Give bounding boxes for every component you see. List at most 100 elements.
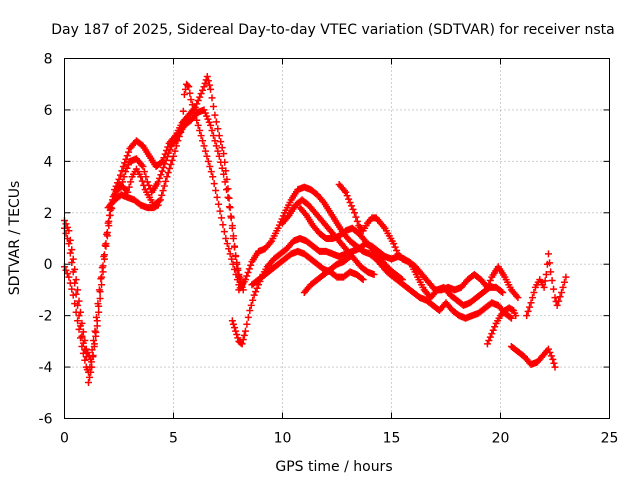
data-point-marker (221, 178, 229, 186)
data-point-marker (274, 224, 282, 232)
data-point-marker (97, 275, 105, 283)
data-point-marker (224, 193, 232, 201)
data-point-marker (222, 235, 230, 242)
series-arc-10 (300, 253, 354, 296)
data-point-marker (163, 153, 171, 161)
series-arc-11 (335, 181, 522, 302)
data-point-marker (346, 253, 354, 260)
data-point-marker (87, 358, 95, 366)
data-point-marker (205, 81, 213, 89)
x-tick-label: 0 (60, 431, 69, 447)
data-point-marker (86, 363, 94, 371)
data-point-marker (301, 210, 309, 218)
data-point-marker (499, 289, 507, 296)
data-point-marker (72, 276, 80, 284)
data-point-marker (95, 286, 103, 294)
data-point-marker (220, 150, 228, 158)
data-point-marker (75, 297, 83, 305)
data-point-marker (544, 345, 552, 353)
data-point-marker (185, 83, 193, 91)
data-point-marker (81, 356, 89, 364)
data-point-marker (241, 276, 249, 284)
data-point-marker (200, 106, 208, 114)
data-point-marker (524, 307, 532, 315)
data-point-marker (224, 185, 232, 193)
data-point-marker (514, 294, 522, 302)
data-point-marker (207, 168, 215, 176)
data-point-marker (119, 163, 127, 170)
data-point-marker (197, 90, 205, 98)
data-point-marker (345, 254, 353, 262)
y-tick-label: 0 (44, 257, 53, 273)
data-point-marker (171, 147, 179, 155)
data-point-marker (491, 323, 499, 331)
data-point-marker (544, 250, 552, 258)
data-point-marker (199, 137, 207, 145)
data-point-marker (243, 320, 251, 328)
data-point-marker (207, 85, 215, 93)
data-point-marker (244, 313, 252, 321)
data-point-marker (118, 167, 126, 175)
data-point-marker (233, 276, 241, 284)
data-point-marker (203, 112, 211, 120)
data-point-marker (319, 197, 327, 205)
data-point-marker (140, 181, 148, 189)
data-point-marker (68, 259, 76, 266)
data-point-marker (65, 273, 73, 281)
data-point-marker (90, 343, 98, 350)
data-point-marker (86, 373, 94, 381)
data-point-marker (560, 278, 568, 286)
data-point-marker (116, 171, 124, 179)
data-point-marker (252, 288, 260, 296)
data-point-marker (159, 187, 167, 195)
data-point-marker (527, 299, 535, 307)
data-point-marker (217, 158, 225, 166)
data-point-marker (194, 121, 202, 129)
data-point-marker (217, 138, 225, 146)
data-point-marker (540, 283, 548, 291)
data-point-marker (84, 379, 92, 386)
data-point-marker (193, 100, 201, 108)
data-point-marker (225, 245, 233, 253)
x-tick-label: 10 (274, 431, 292, 447)
data-point-marker (228, 255, 236, 263)
y-tick-label: -4 (39, 360, 53, 376)
data-point-marker (216, 207, 224, 215)
data-point-marker (167, 160, 175, 168)
data-point-marker (348, 202, 356, 210)
data-point-marker (92, 332, 100, 340)
data-point-marker (239, 336, 247, 344)
data-point-marker (75, 325, 83, 333)
data-point-marker (541, 277, 549, 285)
data-point-marker (340, 187, 348, 195)
data-point-marker (208, 127, 216, 134)
data-point-marker (84, 368, 92, 376)
series-arc-15 (523, 250, 570, 320)
data-point-marker (139, 163, 147, 170)
data-point-marker (164, 169, 172, 177)
data-point-marker (350, 209, 358, 217)
data-point-marker (62, 220, 70, 228)
data-point-marker (120, 173, 128, 181)
data-point-marker (196, 127, 204, 134)
data-point-marker (82, 345, 90, 353)
data-point-marker (211, 137, 219, 145)
data-point-marker (200, 83, 208, 91)
data-point-marker (551, 294, 559, 302)
data-point-marker (174, 137, 182, 145)
data-point-marker (232, 271, 240, 278)
data-point-marker (209, 103, 217, 110)
data-point-marker (177, 128, 185, 136)
data-point-marker (215, 152, 223, 160)
data-point-marker (201, 109, 209, 117)
data-point-marker (81, 337, 89, 344)
data-point-marker (121, 159, 129, 167)
data-point-marker (157, 171, 165, 179)
data-point-marker (229, 260, 237, 268)
data-point-marker (212, 142, 220, 150)
data-point-marker (513, 292, 521, 300)
data-point-marker (68, 285, 76, 293)
data-point-marker (250, 291, 258, 299)
data-point-marker (154, 201, 162, 209)
data-point-marker (71, 265, 79, 273)
